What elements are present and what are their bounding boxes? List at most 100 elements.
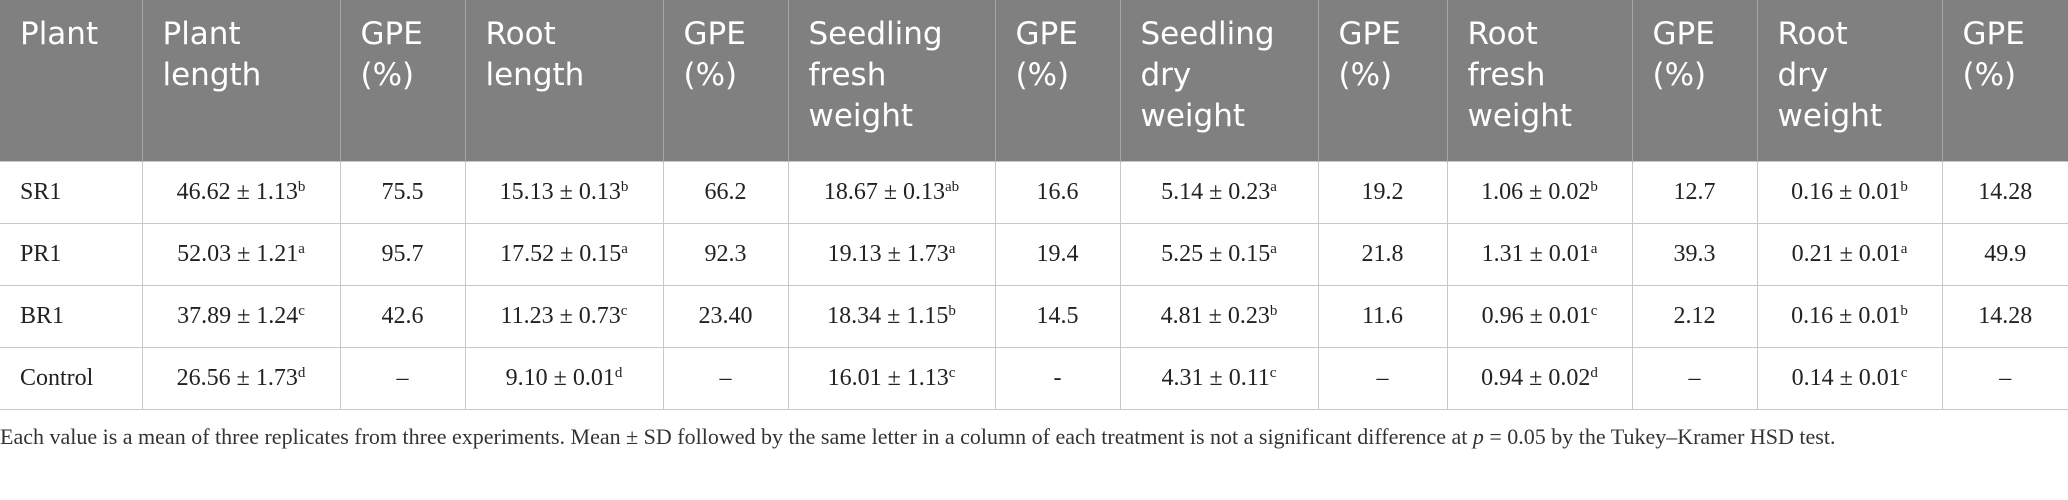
header-cell: Plant (0, 0, 143, 162)
significance-letter: d (297, 365, 306, 381)
cell-value: 14.5 (1036, 303, 1079, 329)
table-cell: 0.14 ± 0.01c (1757, 347, 1943, 410)
significance-letter: c (298, 303, 305, 319)
header-text: GPE (%) (1962, 16, 2025, 93)
cell-value: BR1 (20, 303, 65, 329)
cell-value: 5.14 ± 0.23 (1161, 179, 1271, 205)
cell-value: 5.25 ± 0.15 (1161, 241, 1271, 267)
footnote-text: Each value is a mean of three replicates… (0, 424, 1473, 449)
table-cell: 11.6 (1318, 285, 1448, 348)
table-cell: 75.5 (340, 161, 466, 224)
table-cell: – (663, 347, 789, 410)
footnote: Each value is a mean of three replicates… (0, 410, 2068, 455)
cell-value: 19.4 (1036, 241, 1079, 267)
table-cell: BR1 (0, 285, 143, 348)
cell-value: 14.28 (1978, 179, 2033, 205)
header-cell: GPE (%) (1318, 0, 1448, 162)
header-cell: GPE (%) (340, 0, 466, 162)
header-text: Root dry weight (1777, 16, 1883, 134)
header-text: GPE (%) (683, 16, 746, 93)
table-cell: 16.01 ± 1.13c (788, 347, 996, 410)
significance-letter: a (621, 241, 628, 257)
significance-letter: c (1900, 365, 1908, 381)
table-cell: 0.96 ± 0.01c (1447, 285, 1633, 348)
cell-value: 11.6 (1361, 303, 1404, 329)
significance-letter: b (1900, 303, 1908, 319)
header-cell: GPE (%) (663, 0, 789, 162)
table-cell: 4.81 ± 0.23b (1120, 285, 1319, 348)
table-cell: 19.13 ± 1.73a (788, 223, 996, 286)
significance-letter: b (1269, 303, 1278, 319)
table-cell: 0.16 ± 0.01b (1757, 285, 1943, 348)
significance-letter: c (620, 303, 628, 319)
table-cell: 46.62 ± 1.13b (142, 161, 341, 224)
header-cell: GPE (%) (995, 0, 1121, 162)
header-text: GPE (%) (1338, 16, 1401, 93)
cell-value: 18.67 ± 0.13 (823, 179, 945, 205)
significance-letter: a (1900, 241, 1908, 257)
table-cell: 14.28 (1942, 285, 2068, 348)
cell-value: Control (20, 365, 94, 391)
table-cell: – (1632, 347, 1758, 410)
header-row: Plant Plant length GPE (%) Root length GPE (… (0, 0, 2068, 162)
cell-value: 19.2 (1361, 179, 1404, 205)
significance-letter: b (297, 179, 306, 195)
table-cell: – (340, 347, 466, 410)
table-cell: 14.28 (1942, 161, 2068, 224)
table-cell: 15.13 ± 0.13b (465, 161, 664, 224)
header-text: GPE (%) (360, 16, 423, 93)
table-cell: 42.6 (340, 285, 466, 348)
significance-letter: d (1590, 365, 1598, 381)
cell-value: 0.14 ± 0.01 (1791, 365, 1901, 391)
cell-value: 46.62 ± 1.13 (176, 179, 298, 205)
footnote-italic: p (1472, 424, 1484, 449)
table-cell: 11.23 ± 0.73c (465, 285, 664, 348)
table-cell: 12.7 (1632, 161, 1758, 224)
header-cell: Root length (465, 0, 664, 162)
table-cell: 18.34 ± 1.15b (788, 285, 996, 348)
cell-value: 75.5 (381, 179, 424, 205)
cell-value: PR1 (20, 241, 62, 267)
cell-value: 42.6 (381, 303, 424, 329)
cell-value: 23.40 (698, 303, 753, 329)
significance-letter: b (1900, 179, 1908, 195)
table-cell: 2.12 (1632, 285, 1758, 348)
cell-value: – (719, 365, 732, 391)
table-cell: 66.2 (663, 161, 789, 224)
significance-letter: b (1590, 179, 1598, 195)
table-cell: 26.56 ± 1.73d (142, 347, 341, 410)
cell-value: 12.7 (1673, 179, 1716, 205)
cell-value: 15.13 ± 0.13 (499, 179, 621, 205)
cell-value: 26.56 ± 1.73 (176, 365, 298, 391)
table-cell: 1.31 ± 0.01a (1447, 223, 1633, 286)
cell-value: 4.81 ± 0.23 (1160, 303, 1270, 329)
cell-value: 0.16 ± 0.01 (1791, 303, 1901, 329)
cell-value: 1.31 ± 0.01 (1481, 241, 1591, 267)
header-text: Plant length (162, 16, 262, 93)
header-cell: Seedling fresh weight (788, 0, 996, 162)
table-cell: 0.94 ± 0.02d (1447, 347, 1633, 410)
header-text: GPE (%) (1652, 16, 1715, 93)
cell-value: 92.3 (704, 241, 747, 267)
significance-letter: a (1270, 179, 1277, 195)
cell-value: 1.06 ± 0.02 (1481, 179, 1591, 205)
significance-letter: c (1269, 365, 1277, 381)
cell-value: – (1688, 365, 1701, 391)
cell-value: 17.52 ± 0.15 (500, 241, 622, 267)
table-cell: 9.10 ± 0.01d (465, 347, 664, 410)
table-cell: 52.03 ± 1.21a (142, 223, 341, 286)
table-cell: 21.8 (1318, 223, 1448, 286)
significance-letter: d (614, 365, 623, 381)
cell-value: 2.12 (1673, 303, 1716, 329)
cell-value: 52.03 ± 1.21 (177, 241, 299, 267)
cell-value: - (1053, 365, 1062, 391)
cell-value: 0.96 ± 0.01 (1481, 303, 1591, 329)
table-cell: 1.06 ± 0.02b (1447, 161, 1633, 224)
significance-letter: c (948, 365, 956, 381)
table-cell: 5.14 ± 0.23a (1120, 161, 1319, 224)
table-cell: 95.7 (340, 223, 466, 286)
table-cell: 16.6 (995, 161, 1121, 224)
significance-letter: a (298, 241, 305, 257)
cell-value: 18.34 ± 1.15 (827, 303, 949, 329)
